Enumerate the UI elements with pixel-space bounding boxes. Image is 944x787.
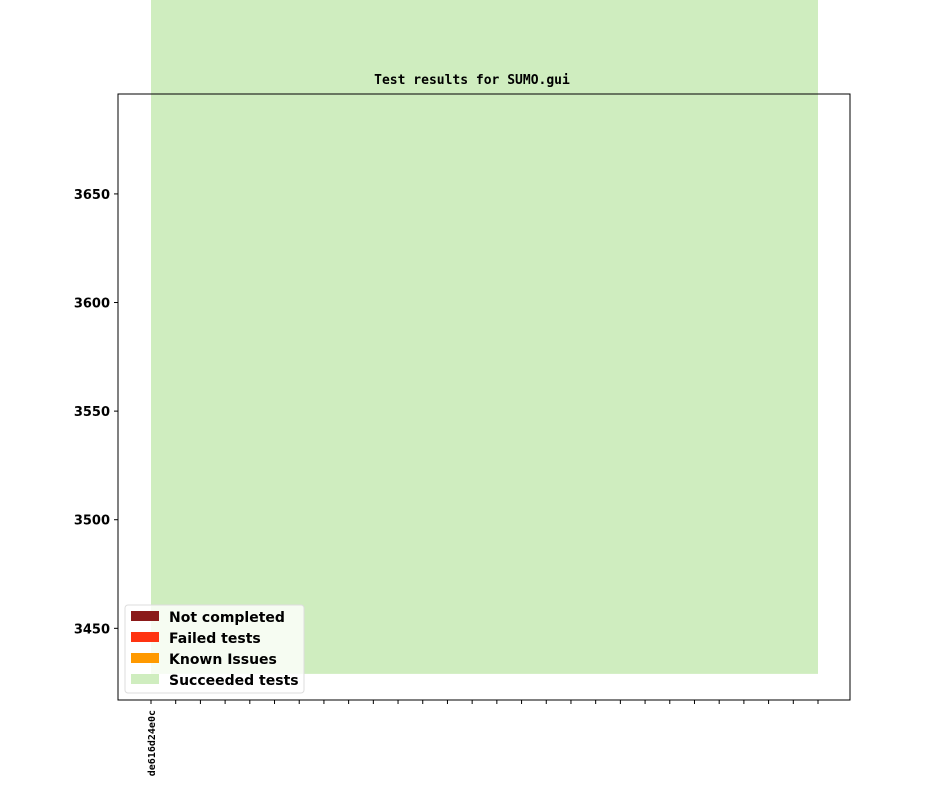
legend-label-not-completed: Not completed [169,610,285,626]
legend-label-succeeded-tests: Succeeded tests [169,673,299,689]
legend-swatch-succeeded-tests [131,674,159,684]
chart-title: Test results for SUMO.gui [374,73,570,88]
y-tick-label: 3450 [74,622,110,637]
y-tick-label: 3500 [74,514,110,529]
plot-frame [117,93,851,701]
legend-label-failed-tests: Failed tests [169,631,261,647]
y-tick-label: 3650 [74,188,110,203]
area-succeeded-tests [151,0,818,674]
y-tick-label: 3550 [74,405,110,420]
legend-swatch-failed-tests [131,632,159,642]
legend-swatch-known-issues [131,653,159,663]
legend-swatch-not-completed [131,611,159,621]
y-tick-label: 3600 [74,297,110,312]
x-tick-label: de616d24e0c [147,710,158,776]
legend-label-known-issues: Known Issues [169,652,277,668]
legend-box [124,604,305,694]
legend: Not completed Failed tests Known Issues Suc… [124,604,305,694]
